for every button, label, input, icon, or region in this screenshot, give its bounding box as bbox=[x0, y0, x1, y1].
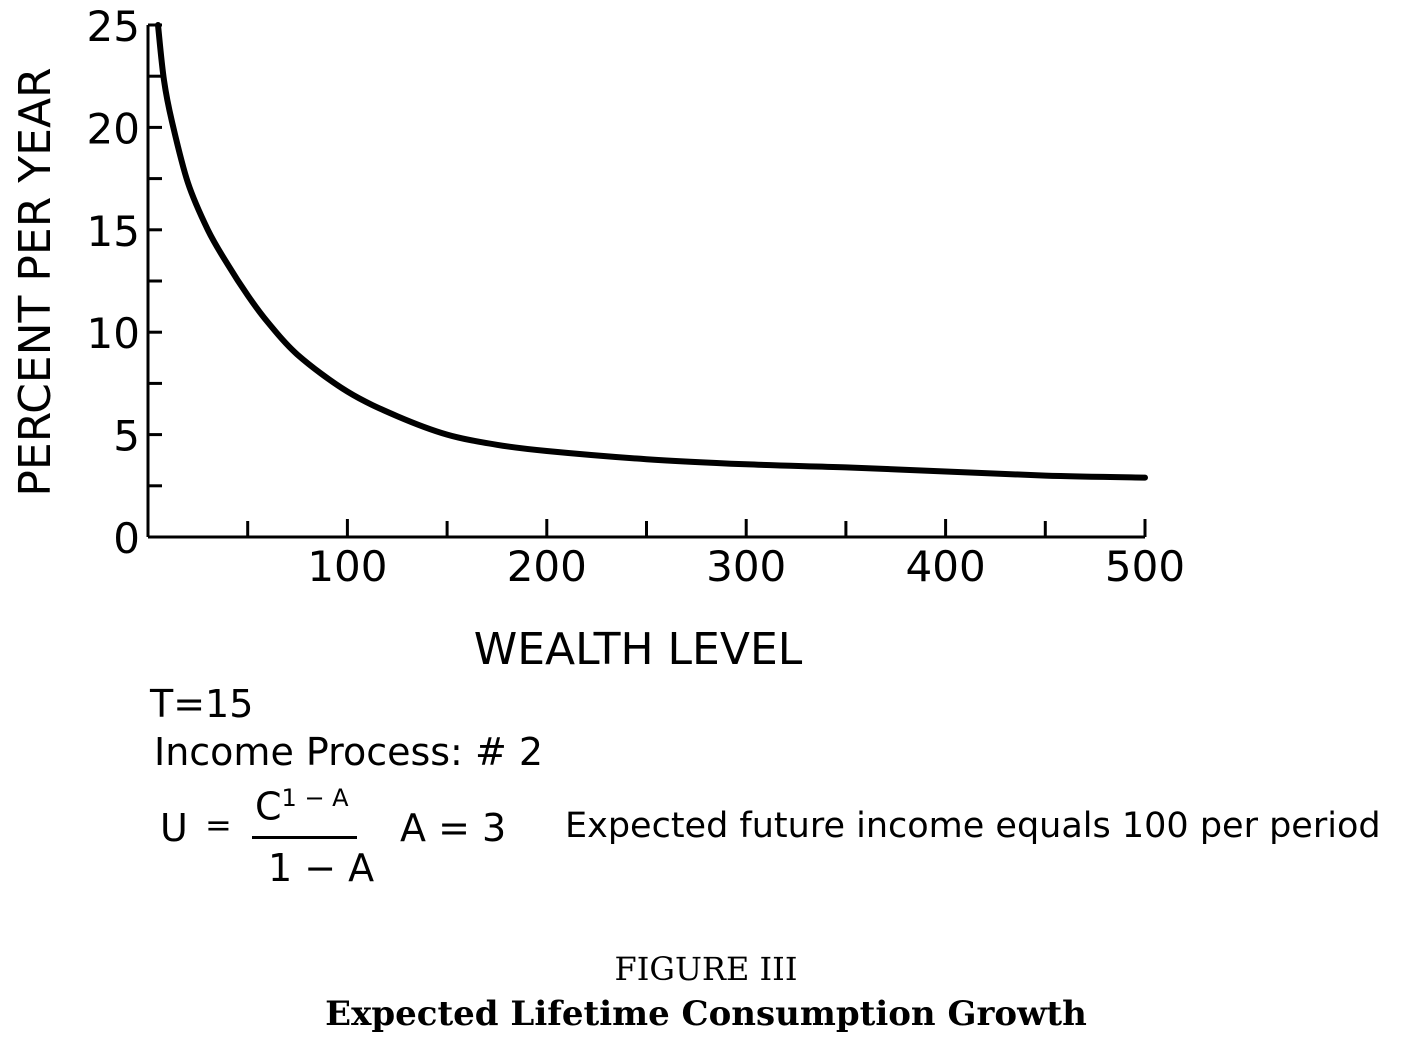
figure-title: Expected Lifetime Consumption Growth bbox=[325, 994, 1087, 1034]
y-ticks: 0 5 10 15 20 25 bbox=[87, 2, 162, 563]
utility-denominator: 1 − A bbox=[268, 846, 375, 890]
x-tick-label-100: 100 bbox=[307, 542, 387, 591]
figure-label: FIGURE III bbox=[614, 950, 798, 988]
income-note-annotation: Expected future income equals 100 per pe… bbox=[565, 806, 1381, 846]
plot-area: 0 5 10 15 20 25 100 200 300 400 500 bbox=[87, 2, 1186, 591]
x-axis-label: WEALTH LEVEL bbox=[474, 624, 803, 675]
utility-equals-sign: = bbox=[205, 806, 232, 844]
x-tick-label-500: 500 bbox=[1105, 542, 1185, 591]
y-tick-label-20: 20 bbox=[87, 104, 140, 153]
y-tick-label-0: 0 bbox=[113, 514, 140, 563]
numerator-base: C bbox=[255, 784, 282, 829]
x-tick-label-300: 300 bbox=[706, 542, 786, 591]
x-ticks: 100 200 300 400 500 bbox=[246, 519, 1185, 591]
income-process-annotation: Income Process: # 2 bbox=[154, 730, 544, 774]
y-axis-label: PERCENT PER YEAR bbox=[10, 67, 61, 496]
y-tick-label-10: 10 bbox=[87, 309, 140, 358]
series-line bbox=[155, 22, 1148, 481]
utility-u-label: U bbox=[160, 806, 188, 850]
a-value-annotation: A = 3 bbox=[400, 806, 507, 850]
y-tick-label-5: 5 bbox=[113, 412, 140, 461]
x-tick-label-400: 400 bbox=[906, 542, 986, 591]
y-tick-label-25: 25 bbox=[87, 2, 140, 51]
x-tick-label-200: 200 bbox=[507, 542, 587, 591]
numerator-exponent: 1 − A bbox=[281, 784, 349, 812]
fraction-bar bbox=[252, 836, 357, 839]
t-annotation: T=15 bbox=[150, 682, 254, 726]
utility-numerator: C1 − A bbox=[255, 784, 349, 829]
y-tick-label-15: 15 bbox=[87, 207, 140, 256]
